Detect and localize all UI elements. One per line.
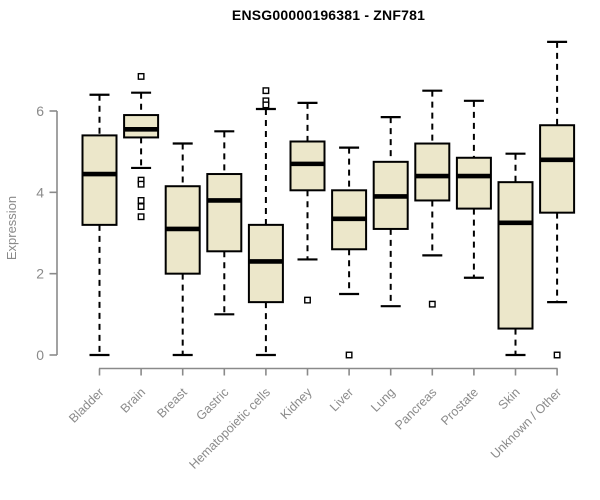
x-tick-label: Unknown / Other	[488, 385, 564, 461]
outlier-point	[553, 351, 561, 359]
x-tick-label: Kidney	[278, 385, 315, 422]
box-unknown-other	[539, 40, 576, 359]
outlier-point	[137, 72, 145, 80]
x-tick-label: Liver	[327, 385, 356, 414]
x-tick-label: Lung	[368, 385, 398, 415]
box-breast	[164, 142, 201, 357]
box-lung	[372, 115, 409, 308]
outlier-point	[304, 296, 311, 304]
outlier-point	[137, 213, 145, 221]
iqr-box	[123, 114, 160, 139]
iqr-box	[497, 181, 534, 330]
x-tick-label: Skin	[496, 385, 523, 412]
outlier-point	[137, 180, 145, 188]
box-bladder	[81, 93, 118, 357]
x-tick-label: Breast	[154, 385, 190, 421]
box-prostate	[455, 99, 492, 279]
y-tick-label: 6	[36, 103, 44, 119]
chart-title: ENSG00000196381 - ZNF781	[231, 7, 426, 23]
y-tick-label: 4	[36, 184, 44, 200]
x-tick-label: Gastric	[194, 385, 232, 423]
box-brain	[123, 72, 160, 221]
y-tick-label: 0	[36, 347, 44, 363]
outlier-point	[137, 197, 145, 204]
box-gastric	[206, 130, 243, 316]
box-skin	[497, 152, 534, 357]
x-tick-label: Prostate	[438, 385, 481, 428]
y-axis-title: Expression	[4, 196, 19, 260]
outlier-point	[262, 87, 270, 95]
y-tick-label: 2	[36, 266, 44, 282]
outlier-point	[137, 203, 145, 211]
box-pancreas	[414, 89, 451, 308]
iqr-box	[539, 124, 576, 214]
x-tick-label: Brain	[118, 385, 149, 416]
box-kidney	[289, 101, 326, 304]
iqr-box	[81, 134, 118, 226]
outlier-point	[262, 101, 270, 109]
x-tick-label: Hematopoietic cells	[186, 385, 273, 472]
x-tick-label: Pancreas	[392, 385, 439, 432]
box-liver	[331, 146, 368, 359]
y-axis: 0 2 4 6	[36, 103, 58, 363]
outlier-point	[428, 300, 436, 308]
x-tick-label: Bladder	[66, 385, 106, 425]
iqr-box	[455, 156, 492, 210]
outlier-point	[345, 351, 353, 359]
plot-area: 0 2 4 6 Bladder Brain Breast GastricHematopoiet…	[36, 40, 576, 472]
iqr-box	[414, 142, 451, 202]
box-hematopoietic-cells	[247, 87, 284, 357]
iqr-box	[206, 173, 243, 253]
